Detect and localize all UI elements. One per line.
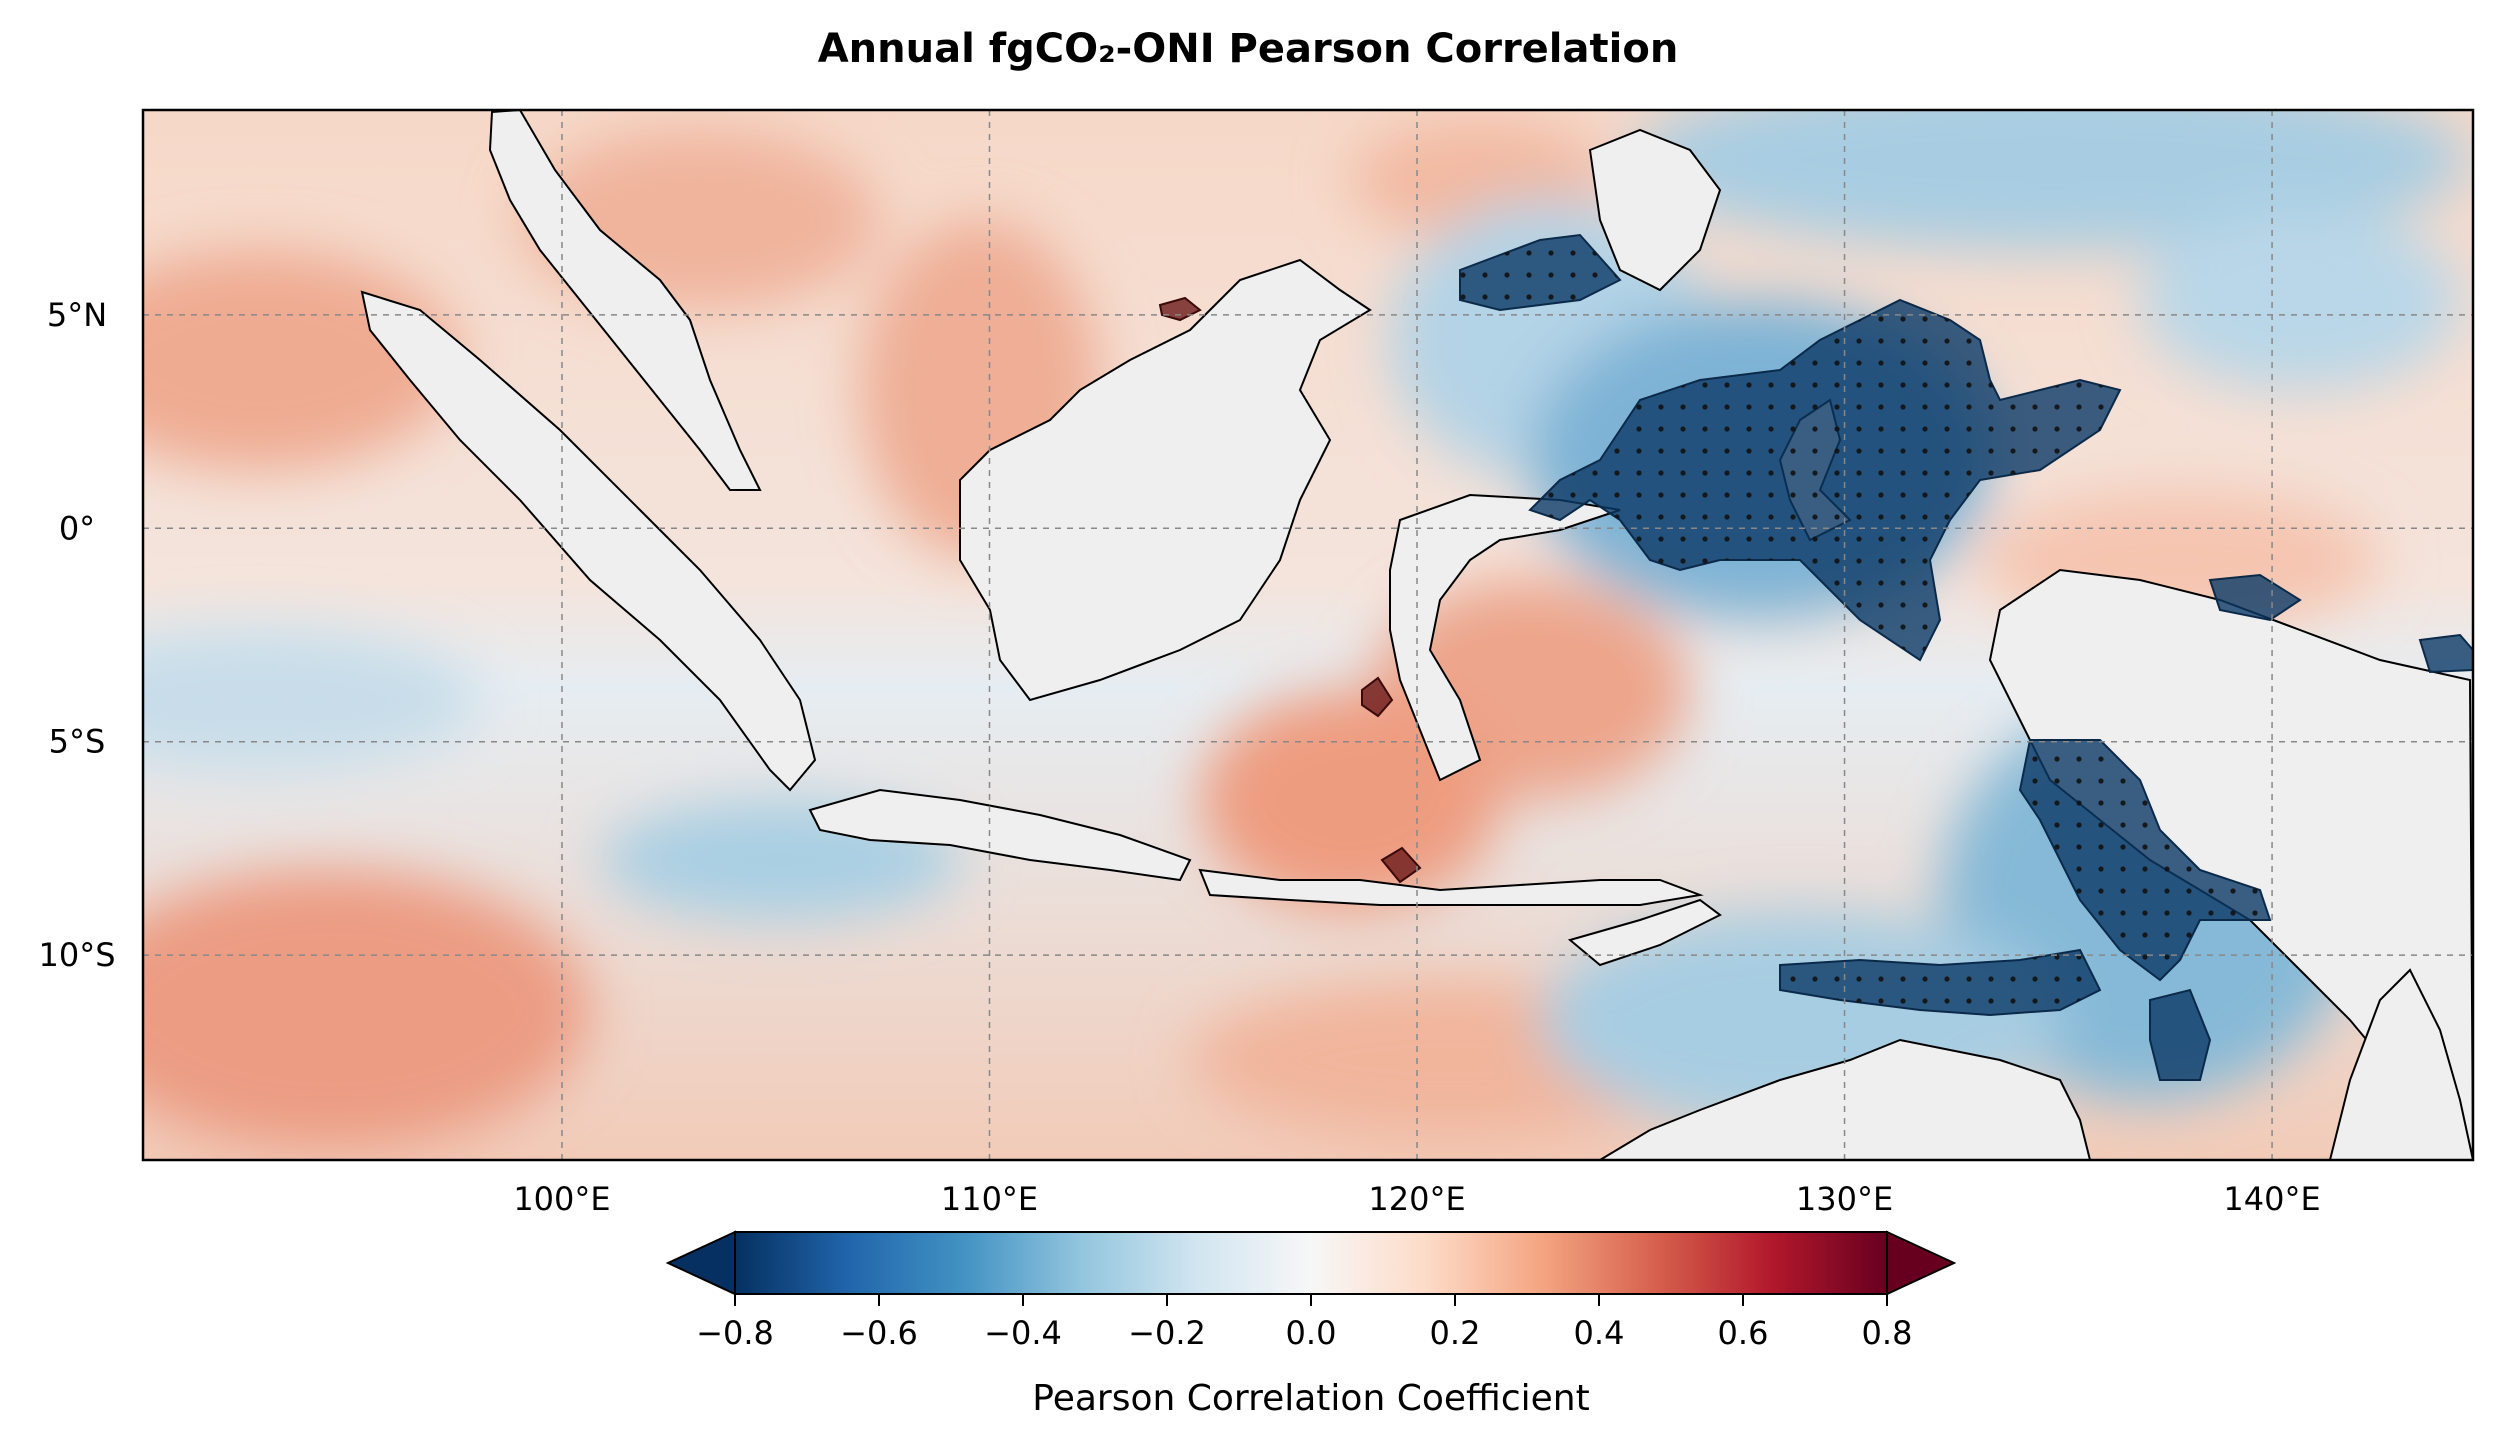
colorbar-tick-label: 0.4 [1574, 1314, 1625, 1352]
chart-title: Annual fgCO₂-ONI Pearson Correlation [818, 26, 1679, 72]
sig-region-gulf-carpentaria [2149, 988, 2212, 1081]
map-frame [141, 108, 2475, 1162]
colorbar-tick-label: −0.8 [696, 1314, 774, 1352]
lesser-sunda [1198, 868, 1704, 906]
map-panel [143, 110, 2473, 1160]
colorbar-tick-label: 0.6 [1718, 1314, 1769, 1352]
colorbar-tick-label: 0.2 [1430, 1314, 1481, 1352]
timor [1567, 898, 1722, 967]
colorbar: −0.8 −0.6 −0.4 −0.2 0.0 0.2 0.4 0.6 0.8 Pearson … [665, 1230, 1957, 1419]
latitude-tick-label: 5°S [49, 723, 106, 761]
longitude-tick-label: 100°E [513, 1180, 610, 1218]
longitude-tick-label: 110°E [941, 1180, 1038, 1218]
sig-region-flores-positive [1380, 846, 1422, 884]
latitude-tick-labels: 5°N 0° 5°S 10°S [38, 296, 115, 974]
gridlines [143, 110, 2473, 1160]
colorbar-tick-label: 0.0 [1286, 1314, 1337, 1352]
colorbar-tick-label: −0.2 [1128, 1314, 1206, 1352]
stipple-timor-sea [1780, 950, 2100, 1015]
longitude-tick-label: 130°E [1796, 1180, 1893, 1218]
longitude-tick-label: 140°E [2223, 1180, 2320, 1218]
significant-regions [1158, 233, 2473, 1081]
stipple-molucca [1530, 300, 2120, 660]
sig-region-makassar-positive [1361, 676, 1394, 718]
sumatra [360, 290, 817, 792]
colorbar-ticks: −0.8 −0.6 −0.4 −0.2 0.0 0.2 0.4 0.6 0.8 [696, 1294, 1912, 1352]
java [808, 788, 1192, 882]
stipple-arafura [2020, 740, 2270, 980]
colorbar-label: Pearson Correlation Coefficient [1032, 1378, 1589, 1419]
colorbar-gradient [735, 1232, 1887, 1294]
longitude-tick-label: 120°E [1368, 1180, 1465, 1218]
latitude-tick-label: 0° [59, 509, 95, 547]
colorbar-extend-min [665, 1230, 736, 1296]
malay-peninsula [488, 110, 762, 491]
stipple-celebes-sea [1460, 235, 1620, 310]
mindanao [1588, 128, 1722, 292]
colorbar-tick-label: −0.6 [840, 1314, 918, 1352]
latitude-tick-label: 10°S [38, 936, 115, 974]
latitude-tick-label: 5°N [47, 296, 107, 334]
sig-region-cenderawasih [2208, 573, 2302, 622]
colorbar-tick-label: 0.8 [1862, 1314, 1913, 1352]
colorbar-tick-label: −0.4 [984, 1314, 1062, 1352]
cape-york [2328, 968, 2473, 1160]
colorbar-extend-max [1886, 1230, 1957, 1296]
sig-region-east-png [2418, 633, 2473, 674]
longitude-tick-labels: 100°E 110°E 120°E 130°E 140°E [513, 1180, 2320, 1218]
borneo [959, 258, 1372, 702]
